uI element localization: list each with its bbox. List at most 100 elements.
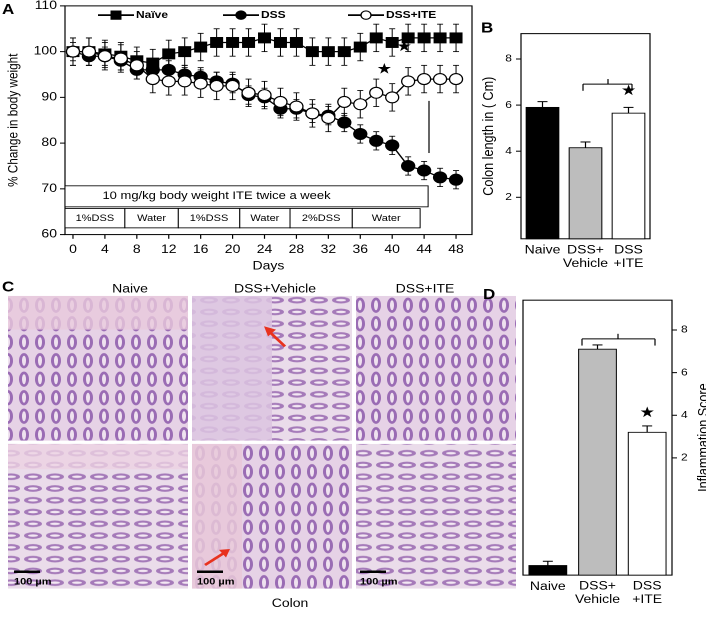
x-tick-label: 4 (101, 242, 109, 256)
point (417, 32, 431, 44)
annotation: ★ (377, 62, 392, 77)
panel-label: A (2, 2, 14, 17)
point (241, 86, 256, 99)
legend-label: DSS+ITE (386, 10, 436, 21)
column-title: DSS+ITE (396, 281, 455, 295)
point (369, 134, 384, 147)
micrograph (356, 443, 516, 589)
legend-marker (360, 10, 372, 20)
schedule-label: Water (250, 214, 280, 224)
arrow (204, 551, 226, 567)
point (337, 116, 352, 129)
plot-frame (64, 5, 473, 236)
bar (568, 147, 603, 240)
point (258, 32, 272, 44)
panel-label: C (2, 279, 14, 294)
point (401, 159, 416, 172)
arrowhead (219, 549, 230, 558)
bar (627, 431, 667, 576)
x-tick-label: 32 (321, 242, 337, 256)
y-label: Colon length in ( Cm) (479, 77, 496, 196)
point (337, 95, 352, 108)
x-tick-label: 44 (416, 242, 432, 256)
point (289, 37, 303, 48)
point (433, 32, 447, 44)
point (432, 171, 448, 184)
x-tick-label: 12 (161, 242, 177, 256)
y-tick-label: 6 (681, 367, 688, 378)
x-tick-label: 8 (133, 242, 141, 256)
point (178, 46, 192, 58)
histology-panel: 100 µm 100 µm 100 µm Naive DSS+Vehicle D… (2, 279, 516, 610)
scale-label: 100 µm (197, 577, 235, 587)
micrograph-tissue (8, 295, 188, 330)
schedule-label: Water (137, 214, 167, 224)
point (385, 91, 400, 104)
point (401, 75, 416, 88)
point (194, 41, 208, 53)
column-title: Naive (112, 281, 148, 295)
point (369, 86, 384, 99)
point (353, 41, 367, 53)
x-label: Days (253, 259, 285, 273)
point (289, 100, 304, 113)
legend-label: Naïve (136, 10, 168, 21)
point (385, 37, 399, 48)
point (448, 173, 464, 186)
x-tick-label: 16 (193, 242, 209, 256)
y-tick-label: 2 (681, 452, 688, 463)
point (305, 46, 319, 58)
x-tick-label: Naive (530, 579, 566, 593)
y-tick-label: 70 (41, 181, 57, 195)
point (113, 52, 129, 65)
legend-marker (110, 10, 122, 20)
bar (525, 106, 560, 240)
annotation: ★ (621, 83, 636, 98)
x-label: Colon (272, 596, 309, 610)
point (353, 127, 368, 140)
y-tick-label: 110 (35, 0, 57, 12)
point (65, 45, 81, 58)
x-tick-label: 20 (225, 242, 241, 256)
y-tick-label: 90 (41, 90, 57, 104)
treatment-box (64, 185, 429, 208)
schedule-label: 1%DSS (76, 214, 115, 224)
point (273, 95, 288, 108)
scale-label: 100 µm (360, 577, 398, 587)
treatment-label: 10 mg/kg body weight ITE twice a week (102, 189, 331, 202)
point (273, 37, 287, 48)
x-tick-label: DSS +ITE (614, 243, 644, 270)
bar (578, 348, 617, 576)
x-tick-label: DSS +ITE (632, 579, 662, 606)
point (226, 37, 240, 48)
point (401, 32, 415, 44)
panel-label: D (483, 287, 495, 302)
y-tick-label: 60 (41, 227, 57, 241)
point (416, 73, 432, 86)
y-tick-label: 8 (505, 53, 512, 64)
x-tick-label: DSS+ Vehicle (575, 579, 620, 606)
legend-marker (235, 10, 247, 20)
point (257, 89, 272, 102)
annotation: ★ (640, 405, 655, 420)
y-tick-label: 6 (505, 100, 512, 111)
x-tick-label: 28 (289, 242, 305, 256)
point (161, 75, 176, 88)
bar (611, 112, 646, 240)
x-tick-label: 48 (448, 242, 464, 256)
y-tick-label: 4 (681, 410, 688, 421)
y-tick-label: 8 (681, 324, 688, 335)
x-tick-label: 40 (384, 242, 400, 256)
bar (528, 565, 568, 576)
point (321, 46, 335, 58)
y-label: % Change in body weight (5, 53, 21, 187)
point (416, 164, 432, 177)
point (209, 79, 224, 92)
micrograph-tissue (192, 295, 272, 441)
y-tick-label: 100 (34, 44, 57, 58)
y-tick-label: 80 (41, 135, 57, 149)
point (177, 75, 192, 88)
point (162, 48, 176, 60)
point (81, 45, 97, 58)
schedule-label: 1%DSS (190, 214, 229, 224)
